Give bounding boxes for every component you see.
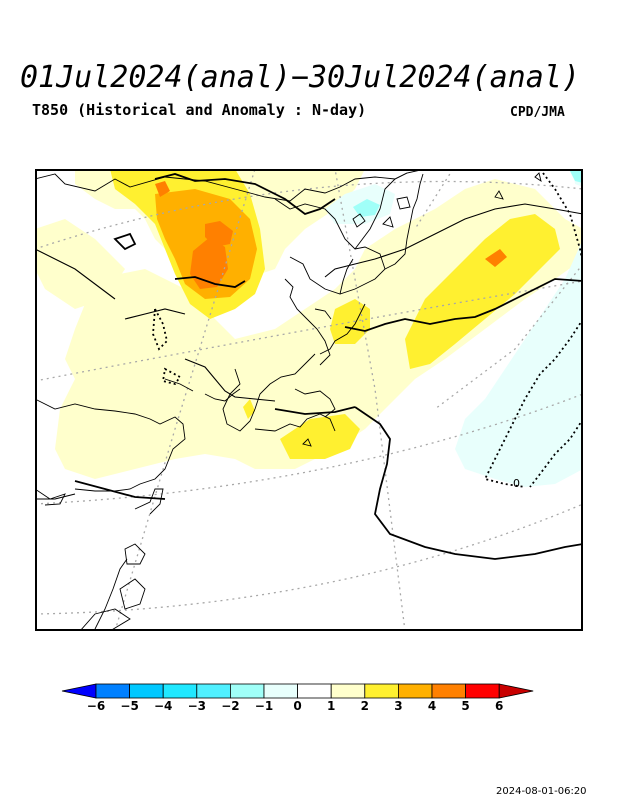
climatology-contours [74, 173, 583, 560]
colorbar-box [129, 683, 164, 699]
colorbar-box [431, 683, 466, 699]
credit-label: CPD/JMA [510, 105, 565, 120]
anomaly-shading [35, 169, 583, 487]
colorbar-box [229, 683, 265, 699]
anomaly-map: 0 [35, 169, 583, 631]
colorbar-tick-label: −1 [255, 699, 273, 712]
colorbar-box [162, 683, 198, 699]
map-title: 01Jul2024(anal)−30Jul2024(anal) [20, 60, 580, 95]
colorbar-boxes [61, 683, 534, 699]
colorbar-box [297, 683, 332, 699]
colorbar-box [196, 683, 231, 699]
timestamp: 2024-08-01-06:20 [496, 786, 587, 797]
colorbar-labels: −6 −5 −4 −3 −2 −1 0 1 2 3 4 5 6 [87, 699, 504, 712]
thin-contours [35, 203, 583, 500]
graticule [35, 169, 583, 631]
contour-label: 0 [513, 477, 520, 490]
colorbar-tick-label: −5 [120, 699, 138, 712]
colorbar-arrow-high [498, 683, 534, 699]
coastlines [35, 169, 542, 631]
colorbar-tick-label: −3 [188, 699, 206, 712]
colorbar-box [364, 683, 399, 699]
colorbar-box [263, 683, 298, 699]
colorbar-tick-label: −6 [87, 699, 105, 712]
colorbar-tick-label: 5 [461, 699, 469, 712]
colorbar-tick-label: −4 [154, 699, 172, 712]
map-subtitle: T850 (Historical and Anomaly : N-day) [32, 101, 367, 119]
colorbar-box [330, 683, 366, 699]
colorbar-tick-label: 6 [495, 699, 503, 712]
colorbar-tick-label: 3 [394, 699, 402, 712]
colorbar-tick-label: 0 [293, 699, 301, 712]
colorbar-box [465, 683, 500, 699]
colorbar-arrow-low [61, 683, 97, 699]
colorbar-tick-label: 1 [327, 699, 335, 712]
colorbar-tick-label: 2 [361, 699, 369, 712]
colorbar-box [95, 683, 130, 699]
colorbar: −6 −5 −4 −3 −2 −1 0 1 2 3 4 5 6 [61, 683, 534, 712]
map-frame [35, 169, 583, 631]
colorbar-tick-label: 4 [428, 699, 436, 712]
colorbar-tick-label: −2 [221, 699, 239, 712]
colorbar-box [397, 683, 433, 699]
